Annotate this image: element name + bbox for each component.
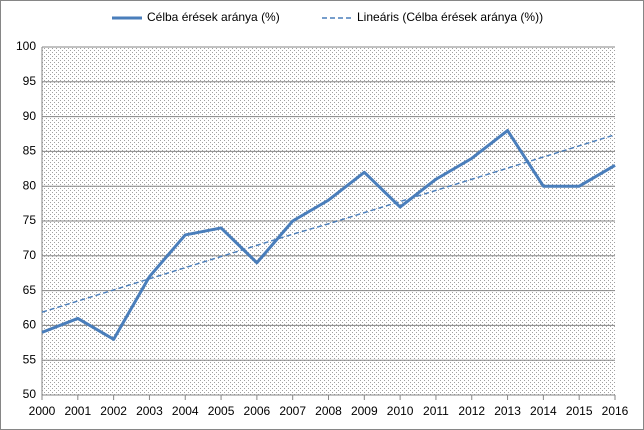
x-tick-label: 2010: [387, 404, 414, 418]
x-tick-label: 2006: [244, 404, 271, 418]
x-tick-label: 2008: [315, 404, 342, 418]
y-tick-label: 80: [23, 178, 37, 192]
x-tick-label: 2001: [64, 404, 91, 418]
y-tick-label: 60: [23, 318, 37, 332]
x-tick-label: 2013: [494, 404, 521, 418]
y-tick-label: 50: [23, 387, 37, 401]
y-tick-label: 70: [23, 248, 37, 262]
x-tick-label: 2016: [602, 404, 629, 418]
x-tick-label: 2007: [279, 404, 306, 418]
y-tick-label: 75: [23, 213, 37, 227]
y-tick-label: 90: [23, 109, 37, 123]
x-tick-label: 2002: [100, 404, 127, 418]
x-tick-label: 2000: [29, 404, 56, 418]
x-tick-label: 2014: [530, 404, 557, 418]
data-line: [41, 133, 616, 313]
x-tick-label: 2012: [458, 404, 485, 418]
x-tick-label: 2003: [136, 404, 163, 418]
legend-label: Lineáris (Célba érések aránya (%)): [357, 10, 543, 24]
data-line: [41, 129, 616, 341]
x-tick-label: 2004: [172, 404, 199, 418]
x-tick-label: 2015: [566, 404, 593, 418]
legend-label: Célba érések aránya (%): [147, 10, 280, 24]
y-tick-label: 65: [23, 283, 37, 297]
x-tick-label: 2011: [423, 404, 449, 418]
x-tick-label: 2009: [351, 404, 378, 418]
y-tick-label: 55: [23, 352, 37, 366]
y-tick-label: 100: [16, 39, 36, 53]
x-tick-label: 2005: [208, 404, 235, 418]
y-tick-label: 85: [23, 144, 37, 158]
y-tick-label: 95: [23, 74, 37, 88]
